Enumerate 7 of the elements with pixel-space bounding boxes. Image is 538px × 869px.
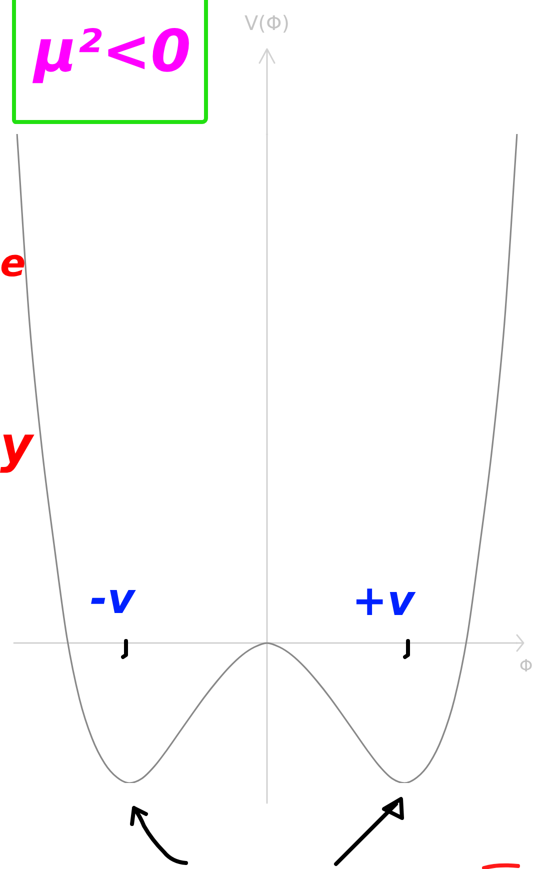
annotation: e [0, 241, 26, 285]
x-axis-title: Φ [519, 656, 533, 676]
y-axis-title: V(Φ) [244, 11, 290, 36]
annotation: y [0, 416, 33, 474]
annotation: -v [90, 574, 135, 623]
annotation: +v [352, 576, 415, 625]
text: μ²<0 [34, 17, 192, 85]
